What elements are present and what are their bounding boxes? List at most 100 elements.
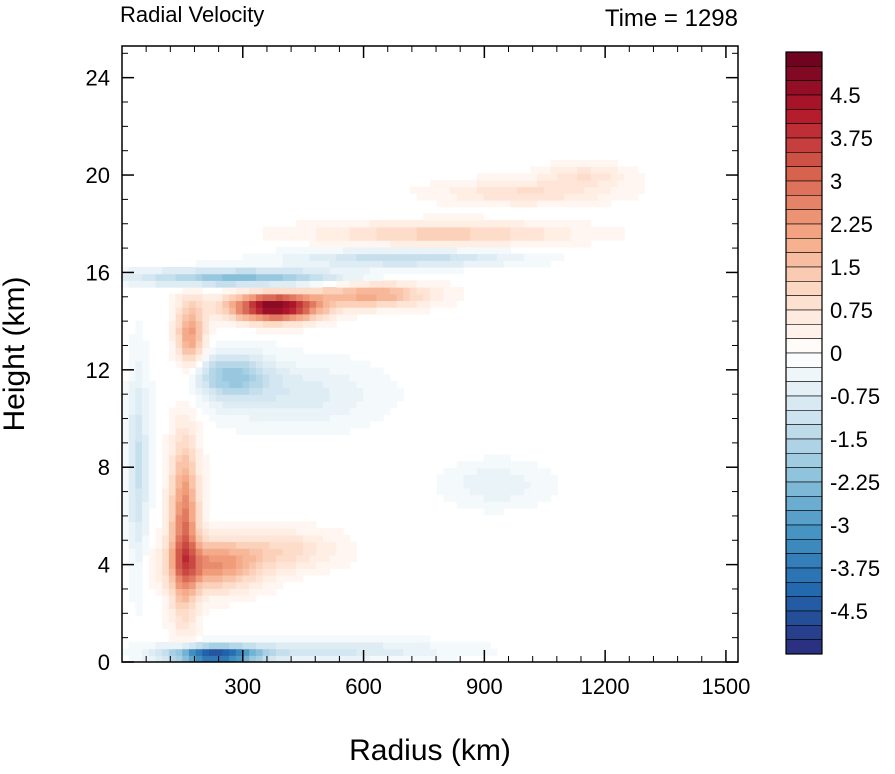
colorbar-box [785, 223, 823, 239]
heatmap-cell [309, 641, 317, 650]
heatmap-cell [329, 354, 337, 362]
heatmap-cell [222, 601, 230, 610]
heatmap-cell [403, 220, 411, 228]
heatmap-cell [148, 414, 157, 422]
heatmap-cell [523, 494, 532, 502]
heatmap-cell [590, 226, 598, 235]
heatmap-cell [517, 474, 525, 482]
heatmap-cell [510, 179, 518, 188]
heatmap-cell [215, 561, 224, 569]
heatmap-cell [195, 554, 203, 563]
heatmap-cell [530, 487, 538, 496]
heatmap-cell [322, 374, 331, 382]
heatmap-cell [142, 354, 150, 362]
heatmap-cell [195, 528, 203, 536]
heatmap-cell [604, 179, 612, 188]
heatmap-cell [262, 635, 270, 643]
heatmap-cell [162, 648, 170, 656]
heatmap-cell [262, 568, 270, 576]
heatmap-cell [215, 340, 224, 348]
heatmap-cell [316, 374, 324, 382]
heatmap-cell [363, 641, 371, 650]
heatmap-cell [168, 628, 177, 636]
heatmap-cell [289, 273, 297, 281]
heatmap-cell [563, 240, 572, 248]
heatmap-cell [490, 467, 498, 476]
heatmap-cell [443, 287, 451, 295]
heatmap-cell [309, 534, 317, 543]
heatmap-cell [577, 200, 585, 208]
heatmap-cell [142, 407, 150, 415]
heatmap-cell [276, 548, 284, 556]
heatmap-cell [269, 354, 277, 362]
heatmap-cell [222, 588, 230, 596]
heatmap-cell [142, 641, 150, 650]
heatmap-cell [389, 387, 398, 395]
heatmap-cell [215, 354, 224, 362]
heatmap-cell [403, 300, 411, 308]
heatmap-cell [188, 280, 197, 288]
heatmap-cell [403, 307, 411, 315]
heatmap-cell [229, 394, 237, 402]
heatmap-cell [182, 534, 190, 543]
heatmap-cell [523, 260, 532, 268]
heatmap-cell [276, 574, 284, 583]
heatmap-cell [209, 354, 217, 362]
heatmap-cell [322, 266, 331, 275]
heatmap-cell [235, 313, 244, 322]
heatmap-cell [369, 648, 378, 656]
heatmap-cell [322, 367, 331, 375]
heatmap-cell [316, 414, 324, 422]
heatmap-cell [242, 313, 250, 322]
heatmap-cell [336, 226, 344, 235]
heatmap-cell [443, 179, 451, 188]
heatmap-cell [550, 200, 558, 208]
heatmap-cell [162, 514, 170, 522]
heatmap-cell [389, 307, 398, 315]
heatmap-cell [537, 200, 545, 208]
heatmap-cell [242, 414, 250, 422]
heatmap-cell [570, 226, 578, 235]
colorbar-box [785, 381, 823, 397]
heatmap-cell [202, 340, 210, 348]
heatmap-cell [329, 400, 337, 409]
heatmap-cell [195, 300, 203, 308]
heatmap-cell [175, 434, 183, 442]
heatmap-cell [423, 635, 431, 643]
heatmap-cell [282, 246, 290, 255]
heatmap-cell [356, 253, 364, 261]
heatmap-cell [262, 307, 270, 315]
heatmap-cell [302, 387, 311, 395]
heatmap-cell [557, 233, 565, 241]
heatmap-cell [490, 494, 498, 502]
heatmap-cell [276, 293, 284, 302]
heatmap-cell [349, 394, 357, 402]
heatmap-cell [389, 280, 398, 288]
heatmap-cell [195, 548, 203, 556]
heatmap-cell [182, 454, 190, 462]
heatmap-cell [122, 528, 130, 536]
heatmap-cell [235, 260, 244, 268]
heatmap-cell [289, 233, 297, 241]
heatmap-cell [450, 494, 458, 502]
heatmap-cell [249, 568, 257, 576]
heatmap-cell [202, 521, 210, 529]
heatmap-cell [222, 266, 230, 275]
heatmap-cell [510, 494, 518, 502]
heatmap-cell [282, 260, 290, 268]
heatmap-cell [168, 635, 177, 643]
heatmap-cell [470, 481, 478, 489]
heatmap-cell [490, 200, 498, 208]
heatmap-cell [570, 159, 578, 168]
heatmap-cell [517, 501, 525, 509]
heatmap-cell [128, 487, 136, 496]
heatmap-cell [329, 287, 337, 295]
heatmap-cell [363, 300, 371, 308]
heatmap-cell [182, 588, 190, 596]
heatmap-cell [235, 387, 244, 395]
heatmap-cell [229, 320, 237, 328]
heatmap-cell [195, 354, 203, 362]
heatmap-cell [195, 420, 203, 429]
heatmap-cell [168, 621, 177, 630]
x-tick-label: 300 [224, 674, 261, 699]
